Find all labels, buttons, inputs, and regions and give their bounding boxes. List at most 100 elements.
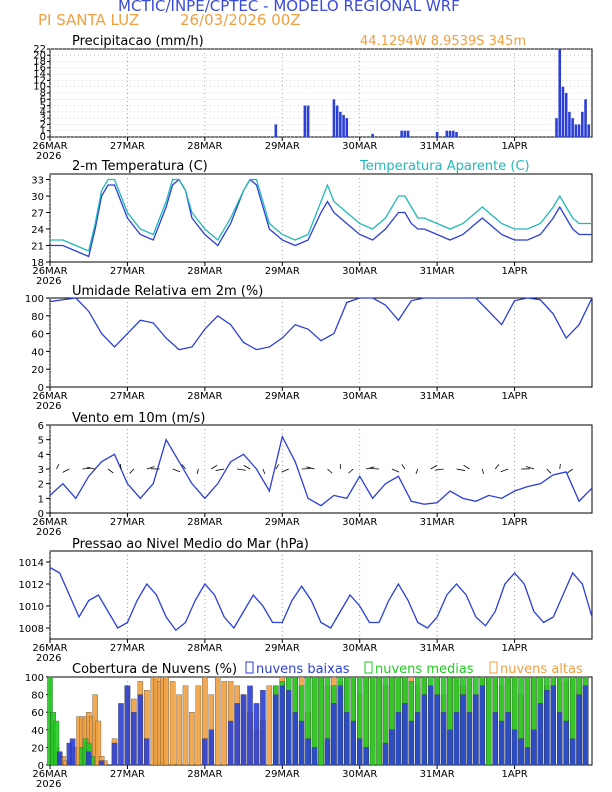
cloud-bar-nuvens-baixas (85, 751, 92, 766)
rh-ytick-label: 60 (31, 330, 44, 341)
wind-arrow (215, 468, 225, 471)
wind-xtick-label: 1APR (501, 517, 527, 528)
temp-xtick-label: 29MAR (265, 266, 300, 277)
cloud-bar-nuvens-medias (369, 676, 376, 766)
cloud-bar-nuvens-baixas (356, 738, 363, 766)
cloud-bar-nuvens-baixas (56, 751, 63, 766)
temp-ytick-label: 33 (31, 176, 44, 187)
cloud-bar-nuvens-baixas (137, 694, 144, 766)
wind-arrow (434, 468, 444, 471)
precip-ytick-label: 12 (33, 75, 46, 86)
temp-ytick-label: 18 (31, 258, 44, 269)
temp-ytick-label: 24 (31, 225, 44, 236)
wind-arrow (181, 464, 186, 470)
temp-title: 2-m Temperatura (C) (72, 159, 208, 174)
cloud-bar-nuvens-medias (486, 676, 492, 766)
wind-arrow (327, 468, 333, 474)
wind-arrow (348, 468, 354, 474)
cloud-bar-nuvens-baixas (492, 712, 498, 766)
cloud-bar-nuvens-baixas (311, 747, 318, 766)
precip-bar (574, 124, 578, 137)
cloud-bar-nuvens-baixas (544, 690, 550, 766)
precip-bar (342, 115, 345, 137)
rh-xtick-label: 27MAR (110, 391, 145, 402)
wind-arrow (301, 468, 311, 470)
wind-ytick-label: 5 (38, 436, 44, 447)
temp-xtick-label: 31MAR (420, 266, 455, 277)
rh-ytick-label: 100 (25, 294, 44, 305)
cloud-bar-nuvens-baixas (434, 694, 440, 766)
cloud-xtick-label: 26MAR (32, 769, 67, 780)
precip-ytick-label: 22 (33, 44, 46, 55)
pres-xtick-label: 30MAR (342, 643, 377, 654)
cloud-bar-nuvens-baixas (453, 712, 460, 766)
precip-ytick-label: 5 (40, 101, 46, 112)
precip-ytick-label: 10 (33, 82, 46, 93)
wind-title: Vento em 10m (m/s) (72, 411, 205, 426)
rh-year-label: 2026 (36, 401, 61, 412)
cloud-bar-nuvens-medias (53, 720, 60, 766)
cloud-bar-nuvens-baixas (234, 703, 240, 766)
pres-ytick-label: 1012 (19, 580, 44, 591)
cloud-bar-nuvens-altas (195, 685, 202, 766)
cloud-bar-nuvens-baixas (537, 703, 544, 766)
cloud-bar-nuvens-altas (163, 676, 169, 766)
precip-ytick-label: 1 (40, 126, 46, 137)
temp-series-line-0 (50, 178, 592, 258)
cloud-bar-nuvens-baixas (131, 712, 137, 766)
precip-bar (274, 124, 278, 137)
wind-arrow (456, 468, 466, 471)
cloud-bar-nuvens-baixas (582, 685, 589, 766)
precip-bar (577, 124, 581, 137)
wind-arrow (82, 467, 92, 470)
precip-bar (555, 118, 558, 137)
rh-xtick-label: 29MAR (265, 391, 300, 402)
cloud-bar-nuvens-baixas (69, 738, 76, 766)
cloud-bar-nuvens-baixas (208, 729, 215, 766)
precip-bar (303, 105, 307, 137)
cloud-bar-nuvens-baixas (273, 694, 279, 766)
cloud-bar-nuvens-altas (182, 685, 189, 766)
cloud-legend-box-0 (245, 661, 254, 674)
precip-bar (561, 86, 565, 137)
rh-xtick-label: 26MAR (32, 391, 67, 402)
cloud-bar-nuvens-baixas (563, 720, 569, 766)
precip-bar (400, 130, 403, 137)
cloud-bar-nuvens-baixas (421, 694, 427, 766)
temp-xtick-label: 30MAR (342, 266, 377, 277)
wind-xtick-label: 31MAR (420, 517, 455, 528)
rh-ytick-label: 0 (38, 383, 44, 394)
pres-ytick-label: 1014 (19, 558, 44, 569)
cloud-bar-nuvens-baixas (286, 690, 292, 766)
cloud-bar-nuvens-baixas (576, 694, 582, 766)
cloud-title: Cobertura de Nuvens (%) (72, 662, 237, 677)
rh-title: Umidade Relativa em 2m (%) (72, 284, 263, 299)
cloud-ytick-label: 0 (38, 761, 44, 772)
cloud-bar-nuvens-baixas (382, 742, 389, 766)
cloud-xtick-label: 31MAR (420, 769, 455, 780)
wind-arrow (107, 468, 114, 474)
precip-bar (345, 118, 349, 137)
precip-bar (564, 93, 568, 137)
cloud-bar-nuvens-baixas (247, 685, 253, 766)
rh-series-line-0 (49, 297, 593, 351)
wind-arrow (430, 465, 438, 470)
cloud-bar-nuvens-altas (95, 720, 102, 766)
wind-arrow (481, 468, 484, 475)
cloud-bar-nuvens-altas (169, 681, 176, 766)
pres-xtick-label: 29MAR (265, 643, 300, 654)
wind-ytick-label: 0 (38, 509, 44, 520)
cloud-bar-nuvens-baixas (298, 720, 305, 766)
cloud-bar-nuvens-baixas (124, 685, 131, 766)
precip-bar (335, 105, 339, 137)
cloud-bar-nuvens-baixas (498, 720, 505, 766)
cloud-bar-nuvens-baixas (518, 738, 524, 766)
wind-arrow (415, 468, 419, 475)
wind-arrow (391, 468, 400, 473)
cloud-bar-nuvens-baixas (111, 742, 118, 766)
temp-xtick-label: 27MAR (110, 266, 145, 277)
precip-xtick-label: 31MAR (420, 141, 455, 152)
cloud-bar-nuvens-baixas (279, 685, 286, 766)
precip-ytick-label: 20 (33, 50, 46, 61)
